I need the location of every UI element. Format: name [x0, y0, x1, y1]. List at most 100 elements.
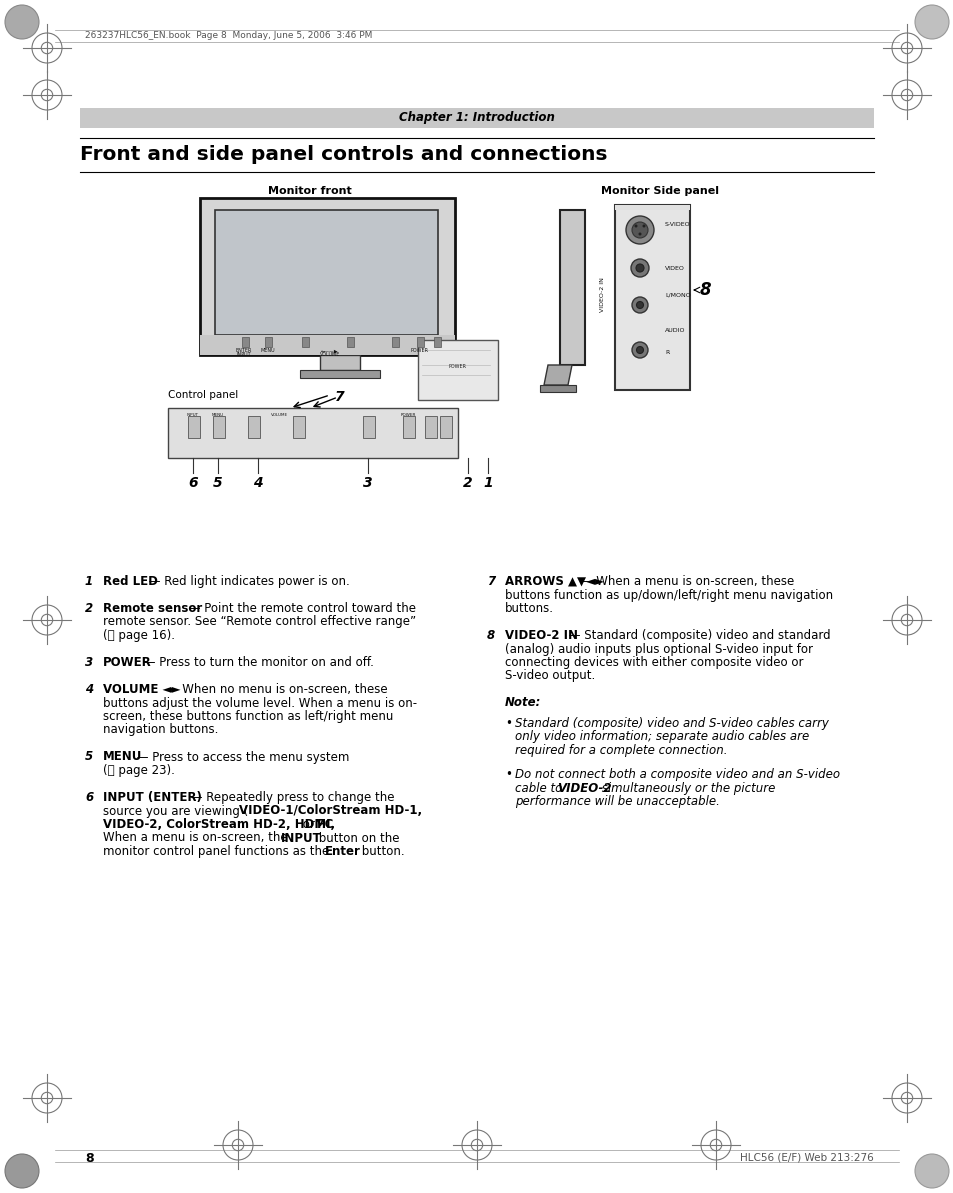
- Bar: [265, 336, 272, 347]
- Text: INPUT: INPUT: [236, 352, 251, 357]
- Text: VIDEO-2, ColorStream HD-2, HDMI,: VIDEO-2, ColorStream HD-2, HDMI,: [103, 818, 335, 832]
- Circle shape: [631, 297, 647, 313]
- Text: Control panel: Control panel: [168, 390, 238, 400]
- Text: buttons function as up/down/left/right menu navigation: buttons function as up/down/left/right m…: [504, 588, 832, 601]
- Text: Remote sensor: Remote sensor: [103, 602, 202, 616]
- Bar: [347, 336, 354, 347]
- Text: ARROWS ▲▼◄►: ARROWS ▲▼◄►: [504, 575, 603, 588]
- Text: INPUT: INPUT: [281, 832, 321, 845]
- Text: — When no menu is on-screen, these: — When no menu is on-screen, these: [163, 684, 387, 696]
- Text: ←——▶: ←——▶: [321, 348, 338, 353]
- Text: or: or: [298, 818, 318, 832]
- Text: When a menu is on-screen, the: When a menu is on-screen, the: [103, 832, 291, 845]
- Text: VOLUME: VOLUME: [319, 352, 340, 357]
- Circle shape: [634, 224, 637, 228]
- Bar: [363, 416, 375, 438]
- Text: Monitor Side panel: Monitor Side panel: [600, 186, 719, 196]
- Bar: [615, 205, 689, 390]
- Circle shape: [914, 5, 948, 39]
- Text: (⧗ page 23).: (⧗ page 23).: [103, 764, 174, 777]
- Text: POWER: POWER: [400, 413, 416, 418]
- Text: PC: PC: [316, 818, 334, 832]
- Text: MENU: MENU: [103, 750, 142, 764]
- Text: MENU: MENU: [212, 413, 224, 418]
- Text: 5: 5: [213, 476, 223, 490]
- Polygon shape: [319, 356, 359, 370]
- Text: VOLUME: VOLUME: [272, 413, 288, 418]
- Bar: [402, 416, 415, 438]
- Text: 2: 2: [463, 476, 473, 490]
- Text: (analog) audio inputs plus optional S-video input for: (analog) audio inputs plus optional S-vi…: [504, 643, 812, 655]
- Polygon shape: [539, 385, 576, 392]
- Text: Do not connect both a composite video and an S-video: Do not connect both a composite video an…: [515, 768, 840, 781]
- Text: required for a complete connection.: required for a complete connection.: [515, 743, 727, 756]
- Text: POWER: POWER: [449, 365, 467, 370]
- Text: only video information; separate audio cables are: only video information; separate audio c…: [515, 730, 808, 743]
- Bar: [200, 198, 455, 356]
- Circle shape: [5, 5, 39, 39]
- Text: simultaneously or the picture: simultaneously or the picture: [598, 781, 775, 795]
- Text: 6: 6: [188, 476, 197, 490]
- Text: navigation buttons.: navigation buttons.: [103, 723, 218, 736]
- Bar: [302, 336, 309, 347]
- Text: buttons.: buttons.: [504, 602, 554, 616]
- Text: 7: 7: [335, 390, 344, 404]
- Circle shape: [641, 224, 645, 228]
- Text: VOLUME ◄►: VOLUME ◄►: [103, 684, 180, 696]
- Text: VIDEO-2 IN: VIDEO-2 IN: [599, 278, 605, 313]
- Text: Enter: Enter: [325, 845, 360, 858]
- Text: screen, these buttons function as left/right menu: screen, these buttons function as left/r…: [103, 710, 393, 723]
- Bar: [615, 205, 689, 210]
- Bar: [424, 416, 436, 438]
- Text: .: .: [331, 818, 335, 832]
- Polygon shape: [299, 370, 379, 378]
- Text: source you are viewing (: source you are viewing (: [103, 804, 248, 817]
- Text: Front and side panel controls and connections: Front and side panel controls and connec…: [80, 146, 607, 163]
- Text: Note:: Note:: [504, 697, 540, 710]
- Bar: [248, 416, 260, 438]
- Circle shape: [631, 342, 647, 358]
- Circle shape: [638, 233, 640, 235]
- Text: — Press to access the menu system: — Press to access the menu system: [132, 750, 349, 764]
- Text: VIDEO-1/ColorStream HD-1,: VIDEO-1/ColorStream HD-1,: [239, 804, 421, 817]
- Text: — When a menu is on-screen, these: — When a menu is on-screen, these: [577, 575, 794, 588]
- Text: — Repeatedly press to change the: — Repeatedly press to change the: [187, 791, 395, 804]
- Bar: [242, 336, 249, 347]
- Text: MENU: MENU: [260, 348, 275, 353]
- Text: 8: 8: [486, 629, 495, 642]
- Circle shape: [636, 302, 643, 309]
- Text: •: •: [504, 768, 512, 781]
- Text: remote sensor. See “Remote control effective range”: remote sensor. See “Remote control effec…: [103, 616, 416, 629]
- Text: 8: 8: [700, 282, 711, 299]
- Polygon shape: [543, 365, 572, 385]
- Circle shape: [5, 1154, 39, 1188]
- Text: Chapter 1: Introduction: Chapter 1: Introduction: [398, 111, 555, 124]
- Circle shape: [625, 216, 654, 245]
- Circle shape: [636, 264, 643, 272]
- Text: button.: button.: [357, 845, 404, 858]
- Text: 263237HLC56_EN.book  Page 8  Monday, June 5, 2006  3:46 PM: 263237HLC56_EN.book Page 8 Monday, June …: [85, 31, 372, 41]
- Circle shape: [630, 259, 648, 277]
- Bar: [416, 336, 423, 347]
- Circle shape: [631, 222, 647, 237]
- Text: 3: 3: [85, 656, 93, 669]
- Text: •: •: [504, 717, 512, 730]
- Bar: [559, 210, 584, 365]
- Text: 8: 8: [85, 1151, 93, 1164]
- Text: 7: 7: [486, 575, 495, 588]
- Circle shape: [636, 346, 643, 353]
- Text: 4: 4: [85, 684, 93, 696]
- Text: buttons adjust the volume level. When a menu is on-: buttons adjust the volume level. When a …: [103, 697, 416, 710]
- Text: — Red light indicates power is on.: — Red light indicates power is on.: [145, 575, 350, 588]
- Text: (⧗ page 16).: (⧗ page 16).: [103, 629, 174, 642]
- Text: 1: 1: [85, 575, 93, 588]
- Text: monitor control panel functions as the: monitor control panel functions as the: [103, 845, 333, 858]
- Bar: [200, 335, 455, 356]
- Text: 5: 5: [85, 750, 93, 764]
- Text: AUDIO: AUDIO: [664, 328, 685, 333]
- Bar: [392, 336, 398, 347]
- Bar: [80, 109, 873, 128]
- Text: R: R: [664, 350, 669, 354]
- Text: — Point the remote control toward the: — Point the remote control toward the: [185, 602, 416, 616]
- Text: Standard (composite) video and S-video cables carry: Standard (composite) video and S-video c…: [515, 717, 828, 730]
